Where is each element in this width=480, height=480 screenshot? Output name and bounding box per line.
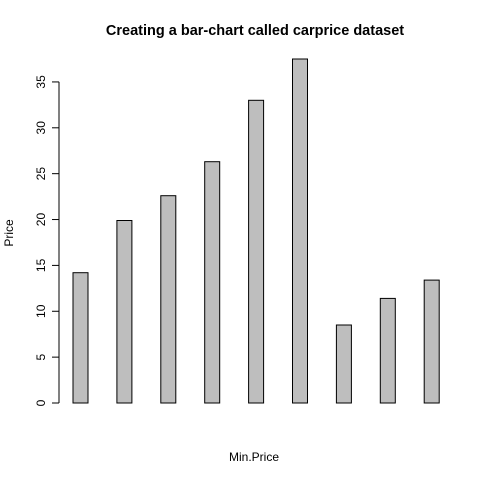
bars-group bbox=[72, 58, 440, 404]
bar bbox=[335, 324, 352, 404]
y-tick-label: 20 bbox=[34, 213, 48, 227]
bar bbox=[379, 297, 396, 404]
y-axis-label: Price bbox=[2, 219, 16, 247]
bar bbox=[248, 99, 265, 404]
y-tick-label: 0 bbox=[34, 399, 48, 406]
y-tick-label: 10 bbox=[34, 304, 48, 318]
bar bbox=[116, 220, 133, 404]
chart-title: Creating a bar-chart called carprice dat… bbox=[106, 23, 404, 39]
y-tick-label: 15 bbox=[34, 258, 48, 272]
y-tick-label: 35 bbox=[34, 75, 48, 89]
y-tick-label: 25 bbox=[34, 167, 48, 181]
x-axis-label: Min.Price bbox=[229, 450, 279, 464]
y-tick-label: 30 bbox=[34, 121, 48, 135]
y-tick-label: 5 bbox=[34, 353, 48, 360]
bar bbox=[292, 58, 308, 404]
bar bbox=[204, 161, 221, 404]
bar bbox=[160, 195, 177, 404]
bar bbox=[423, 279, 440, 404]
bar bbox=[72, 272, 89, 404]
y-axis: 0 5 10 15 20 25 30 35 bbox=[34, 75, 60, 406]
